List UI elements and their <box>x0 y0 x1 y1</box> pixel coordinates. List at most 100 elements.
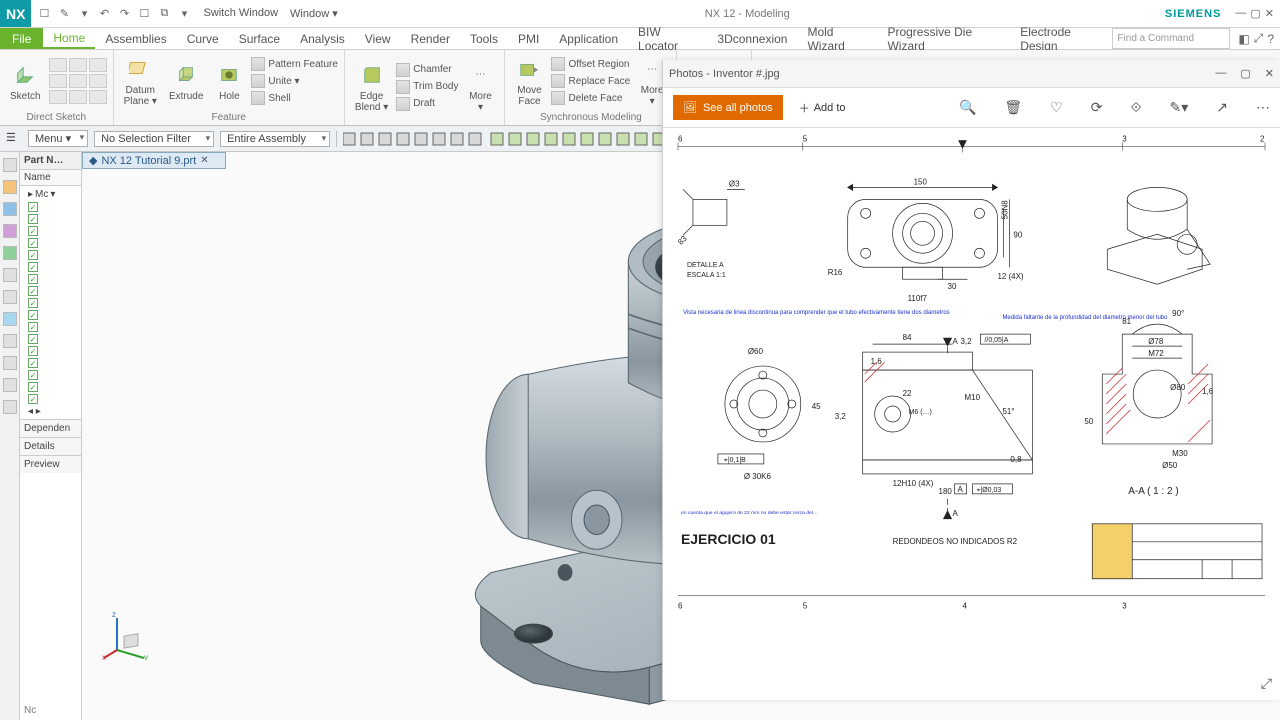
svg-text:30: 30 <box>948 282 957 291</box>
group-direct-sketch: Direct Sketch <box>6 110 107 123</box>
tab-render[interactable]: Render <box>401 28 460 49</box>
window-buttons[interactable]: —▢✕ <box>1229 7 1280 20</box>
brand: SIEMENS <box>1157 8 1230 20</box>
svg-text:84: 84 <box>903 333 912 342</box>
tab-electrode[interactable]: Electrode Design <box>1010 28 1112 49</box>
maximize-icon[interactable]: ▢ <box>1240 67 1250 80</box>
rotate-icon[interactable]: ⟳ <box>1091 99 1103 116</box>
svg-text:12H10 (4X): 12H10 (4X) <box>893 479 934 488</box>
svg-text:110f7: 110f7 <box>908 294 928 303</box>
favorite-icon[interactable]: ♡ <box>1050 99 1063 116</box>
menu-icon[interactable]: ☰ <box>6 131 22 147</box>
sync-stack[interactable]: Offset Region Replace Face Delete Face <box>551 57 630 105</box>
svg-text:⌖|0,1|B: ⌖|0,1|B <box>724 457 746 464</box>
svg-text:A-A ( 1 : 2 ): A-A ( 1 : 2 ) <box>1128 486 1178 497</box>
more-feature[interactable]: ⋯More ▾ <box>462 59 498 115</box>
tab-assemblies[interactable]: Assemblies <box>95 28 176 49</box>
svg-text:2: 2 <box>1260 134 1265 143</box>
switch-window[interactable]: Switch Window <box>203 7 278 20</box>
svg-text:Vista necesaria de linea disco: Vista necesaria de linea discontinua par… <box>683 310 950 316</box>
move-face[interactable]: Move Face <box>511 53 547 109</box>
window-menu[interactable]: Window ▾ <box>290 7 338 20</box>
feature-stack[interactable]: Pattern Feature Unite ▾ Shell <box>251 57 337 105</box>
photos-titlebar[interactable]: Photos - Inventor #.jpg —▢✕ <box>663 60 1280 88</box>
svg-text:Ø78: Ø78 <box>1148 337 1164 346</box>
help-icons[interactable]: ◧⤢? <box>1232 28 1280 49</box>
svg-text:⌖|Ø0,03: ⌖|Ø0,03 <box>976 487 1001 494</box>
tab-surface[interactable]: Surface <box>229 28 290 49</box>
tab-curve[interactable]: Curve <box>177 28 229 49</box>
svg-text:3,2: 3,2 <box>835 412 847 421</box>
svg-text:3,2: 3,2 <box>961 337 973 346</box>
svg-text:180: 180 <box>939 487 953 496</box>
svg-text:3: 3 <box>1122 602 1127 611</box>
svg-text:REDONDEOS NO INDICADOS R2: REDONDEOS NO INDICADOS R2 <box>893 537 1018 546</box>
share-icon[interactable]: ↗ <box>1216 99 1228 116</box>
edit-icon[interactable]: ✎▾ <box>1170 99 1189 116</box>
tab-tools[interactable]: Tools <box>460 28 508 49</box>
svg-text:0,8: 0,8 <box>1010 455 1022 464</box>
svg-text:81: 81 <box>1122 317 1131 326</box>
svg-text:M10: M10 <box>965 393 981 402</box>
ribbon-tabs: File Home Assemblies Curve Surface Analy… <box>0 28 1280 50</box>
quick-access-toolbar[interactable]: ☐✎▾↶↷☐⧉▾ <box>31 7 197 21</box>
hole[interactable]: Hole <box>211 59 247 104</box>
file-tab[interactable]: File <box>0 28 43 49</box>
svg-text:y: y <box>144 653 148 660</box>
svg-text:EJERCICIO 01: EJERCICIO 01 <box>681 531 776 547</box>
extrude[interactable]: Extrude <box>165 59 207 104</box>
part-navigator[interactable]: Part N… Name ▸Mc ▾ ✓ ✓ ✓ ✓ ✓ ✓ ✓ ✓ ✓ ✓ ✓… <box>20 152 82 720</box>
svg-text:x: x <box>102 653 106 660</box>
group-feature: Feature <box>120 110 338 123</box>
svg-text:Ø50: Ø50 <box>1162 461 1178 470</box>
sketch-tools[interactable] <box>49 58 107 104</box>
zoom-icon[interactable]: 🔍 <box>959 99 976 116</box>
tab-pdw[interactable]: Progressive Die Wizard <box>877 28 1010 49</box>
sketch-button[interactable]: Sketch <box>6 59 45 104</box>
svg-text:90°: 90° <box>1172 309 1184 318</box>
tab-mold[interactable]: Mold Wizard <box>797 28 877 49</box>
svg-text:90: 90 <box>1013 230 1022 239</box>
part-tab[interactable]: ◆NX 12 Tutorial 9.prt✕ <box>82 152 226 169</box>
svg-text:en cuenta que el agujero de 22: en cuenta que el agujero de 22 mm no deb… <box>681 510 818 516</box>
svg-text:83: 83 <box>676 234 689 247</box>
tab-view[interactable]: View <box>355 28 401 49</box>
svg-text:22: 22 <box>903 389 912 398</box>
more-icon[interactable]: ⋯ <box>1256 99 1270 116</box>
svg-text:50: 50 <box>1084 417 1093 426</box>
datum-plane[interactable]: Datum Plane ▾ <box>120 53 161 109</box>
expand-icon[interactable]: ⤢ <box>1261 675 1272 692</box>
finish-stack[interactable]: Chamfer Trim Body Draft <box>396 63 458 111</box>
svg-text:45: 45 <box>812 402 821 411</box>
selection-filter[interactable]: No Selection Filter <box>94 131 214 147</box>
tab-pmi[interactable]: PMI <box>508 28 549 49</box>
svg-text:Ø3: Ø3 <box>729 179 740 188</box>
add-to[interactable]: ＋Add to <box>799 100 846 116</box>
svg-text:Ø 30K6: Ø 30K6 <box>744 472 772 481</box>
photos-toolbar: 🖼See all photos ＋Add to 🔍 🗑 ♡ ⟳ ⟐ ✎▾ ↗ ⋯ <box>663 88 1280 128</box>
close-icon[interactable]: ✕ <box>1265 67 1274 80</box>
assembly-filter[interactable]: Entire Assembly <box>220 131 330 147</box>
svg-text:4: 4 <box>963 602 968 611</box>
crop-icon[interactable]: ⟐ <box>1130 99 1141 116</box>
see-all-photos[interactable]: 🖼See all photos <box>673 95 783 120</box>
tab-analysis[interactable]: Analysis <box>290 28 355 49</box>
tab-3dx[interactable]: 3Dconnexion <box>707 28 797 49</box>
svg-text:51°: 51° <box>1002 407 1014 416</box>
delete-icon[interactable]: 🗑 <box>1004 99 1022 116</box>
svg-text://0,05|A: //0,05|A <box>984 337 1008 344</box>
command-search[interactable]: Find a Command <box>1112 28 1230 49</box>
svg-text:3: 3 <box>1122 134 1127 143</box>
svg-text:6: 6 <box>678 602 683 611</box>
svg-text:M72: M72 <box>1148 349 1164 358</box>
minimize-icon[interactable]: — <box>1215 67 1226 80</box>
tab-home[interactable]: Home <box>43 28 95 49</box>
edge-blend[interactable]: Edge Blend ▾ <box>351 59 392 115</box>
resource-bar[interactable] <box>0 152 20 720</box>
tab-application[interactable]: Application <box>549 28 628 49</box>
svg-text:5: 5 <box>803 602 808 611</box>
menu-dd[interactable]: Menu ▾ <box>28 130 88 147</box>
tab-biw[interactable]: BIW Locator <box>628 28 707 49</box>
svg-text:ESCALA 1:1: ESCALA 1:1 <box>687 272 726 279</box>
app-title: NX 12 - Modeling <box>338 8 1157 20</box>
